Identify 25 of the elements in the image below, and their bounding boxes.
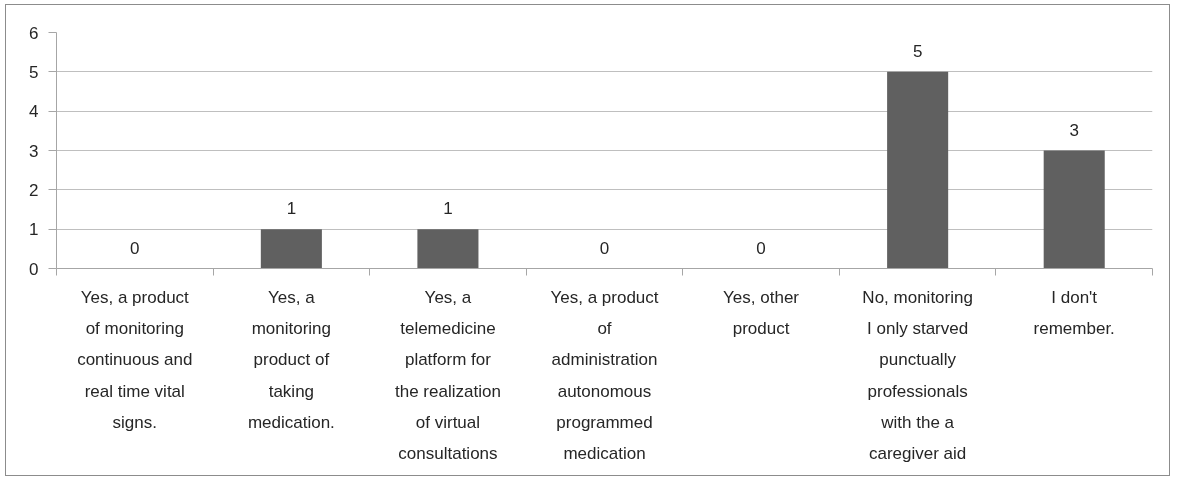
data-label: 0 — [756, 238, 766, 258]
y-tick-label: 0 — [29, 259, 39, 279]
data-label: 1 — [443, 199, 453, 219]
y-tick-label: 2 — [29, 180, 39, 200]
x-tick-label: Yes, a product of monitoring continuous and real time vital signs. — [77, 287, 193, 432]
x-tick-label: Yes, a telemedicine platform for the realization of virtual consultations — [395, 287, 501, 464]
bar — [417, 229, 479, 269]
x-tick-label: I don't remember. — [1033, 287, 1115, 338]
data-label: 0 — [130, 238, 140, 258]
y-tick-label: 1 — [29, 220, 39, 240]
bar — [260, 229, 322, 269]
data-label: 3 — [1069, 120, 1079, 140]
bar — [1043, 150, 1105, 269]
data-label: 5 — [912, 41, 923, 61]
x-tick-label: Yes, a monitoring product of taking medication. — [247, 287, 335, 432]
data-label: 1 — [286, 199, 297, 219]
x-tick-label: Yes, other product — [723, 287, 800, 338]
y-tick-label: 3 — [29, 141, 39, 161]
data-label: 0 — [599, 238, 610, 258]
x-tick-label: No, monitoring I only starved punctually professionals with the a caregiver aid — [862, 287, 973, 464]
y-tick-label: 6 — [29, 23, 39, 43]
y-tick-label: 5 — [29, 62, 39, 82]
y-tick-label: 4 — [29, 102, 39, 122]
x-tick-label: Yes, a product of administration autonomous programmed medication — [550, 287, 659, 464]
bar — [887, 71, 949, 269]
